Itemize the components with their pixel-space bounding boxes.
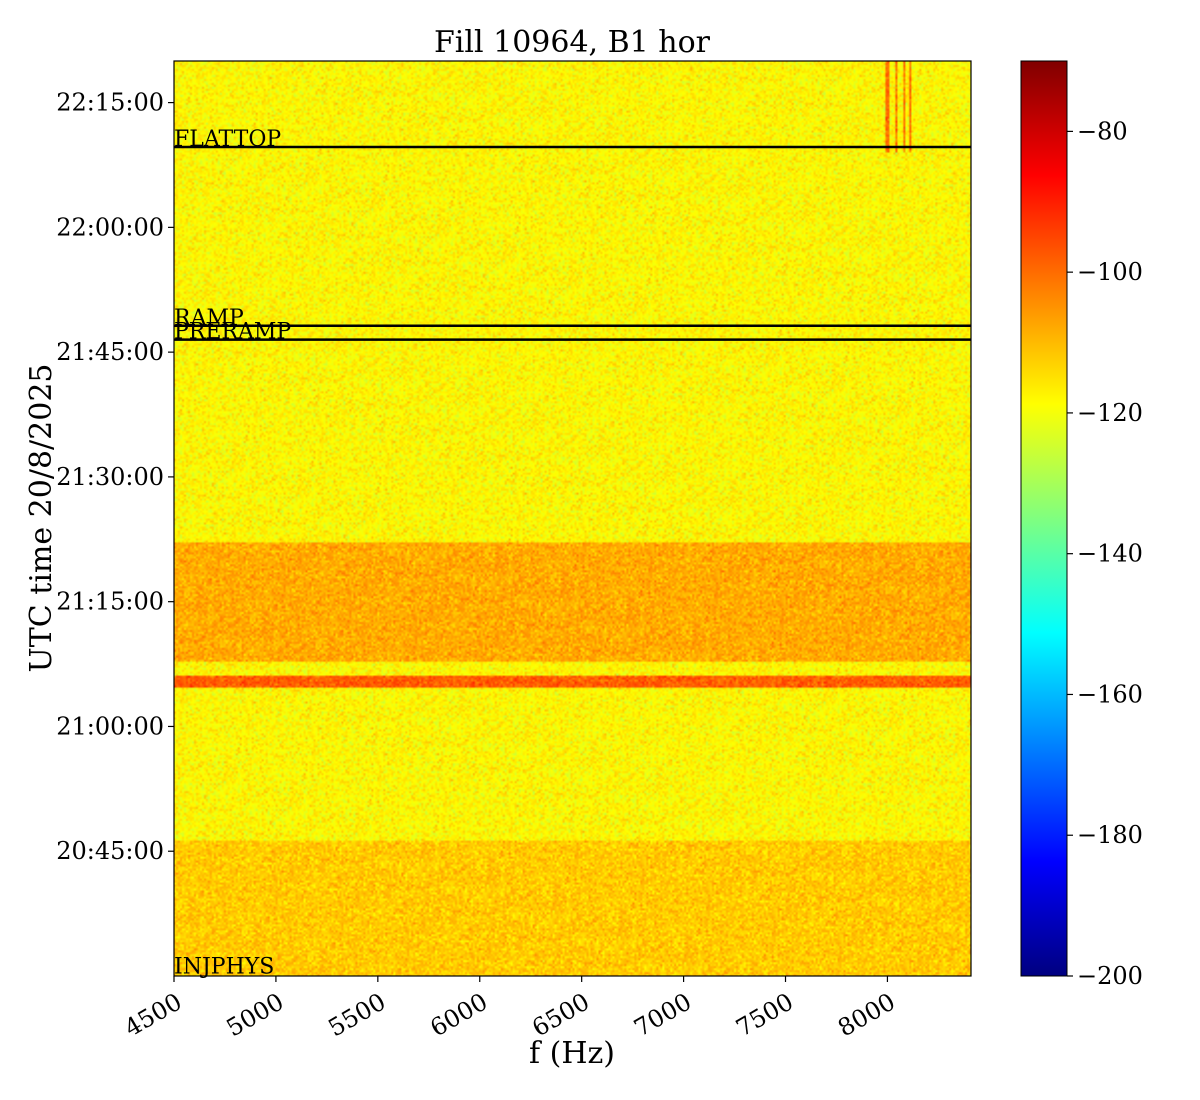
colorbar-tick-label: −120 bbox=[1077, 399, 1143, 427]
colorbar-tick-label: −80 bbox=[1077, 117, 1128, 145]
y-tick-label: 21:30:00 bbox=[56, 463, 164, 491]
y-tick-label: 22:15:00 bbox=[56, 89, 164, 117]
x-axis-ticks: 4500 5000 5500 6000 6500 7000 7500 8000 bbox=[120, 976, 900, 1042]
x-tick-label: 7000 bbox=[629, 988, 696, 1043]
plot-frame bbox=[173, 60, 972, 977]
spectrogram-heatmap bbox=[174, 61, 971, 976]
y-axis-ticks: 20:45:00 21:00:00 21:15:00 21:30:00 21:45:00… bbox=[56, 89, 174, 865]
colorbar-tick-label: −140 bbox=[1077, 540, 1143, 568]
colorbar-ticks: −80 −100 −120 −140 −160 −180 −200 bbox=[1067, 117, 1143, 990]
y-tick-label: 21:15:00 bbox=[56, 588, 164, 616]
y-tick-label: 21:00:00 bbox=[56, 712, 164, 740]
x-tick-label: 6500 bbox=[527, 988, 594, 1043]
x-tick-label: 6000 bbox=[425, 988, 492, 1043]
event-label-preramp: PRERAMP bbox=[174, 320, 291, 345]
event-label-flattop: FLATTOP bbox=[174, 127, 281, 152]
y-tick-label: 21:45:00 bbox=[56, 338, 164, 366]
x-axis-label: f (Hz) bbox=[529, 1036, 615, 1071]
chart-title: Fill 10964, B1 hor bbox=[434, 25, 711, 60]
y-axis-label: UTC time 20/8/2025 bbox=[24, 364, 59, 673]
colorbar-tick-label: −100 bbox=[1077, 258, 1143, 286]
colorbar bbox=[1020, 60, 1068, 977]
event-label-ramp: RAMP bbox=[174, 306, 244, 331]
x-tick-label: 5000 bbox=[222, 988, 289, 1043]
x-tick-label: 4500 bbox=[120, 988, 187, 1043]
colorbar-tick-label: −160 bbox=[1077, 680, 1143, 708]
plot-area bbox=[174, 61, 971, 976]
colorbar-tick-label: −180 bbox=[1077, 821, 1143, 849]
x-tick-label: 8000 bbox=[833, 988, 900, 1043]
x-tick-label: 5500 bbox=[324, 988, 391, 1043]
y-tick-label: 22:00:00 bbox=[56, 213, 164, 241]
x-tick-label: 7500 bbox=[731, 988, 798, 1043]
y-tick-label: 20:45:00 bbox=[56, 837, 164, 865]
colorbar-tick-label: −200 bbox=[1077, 962, 1143, 990]
